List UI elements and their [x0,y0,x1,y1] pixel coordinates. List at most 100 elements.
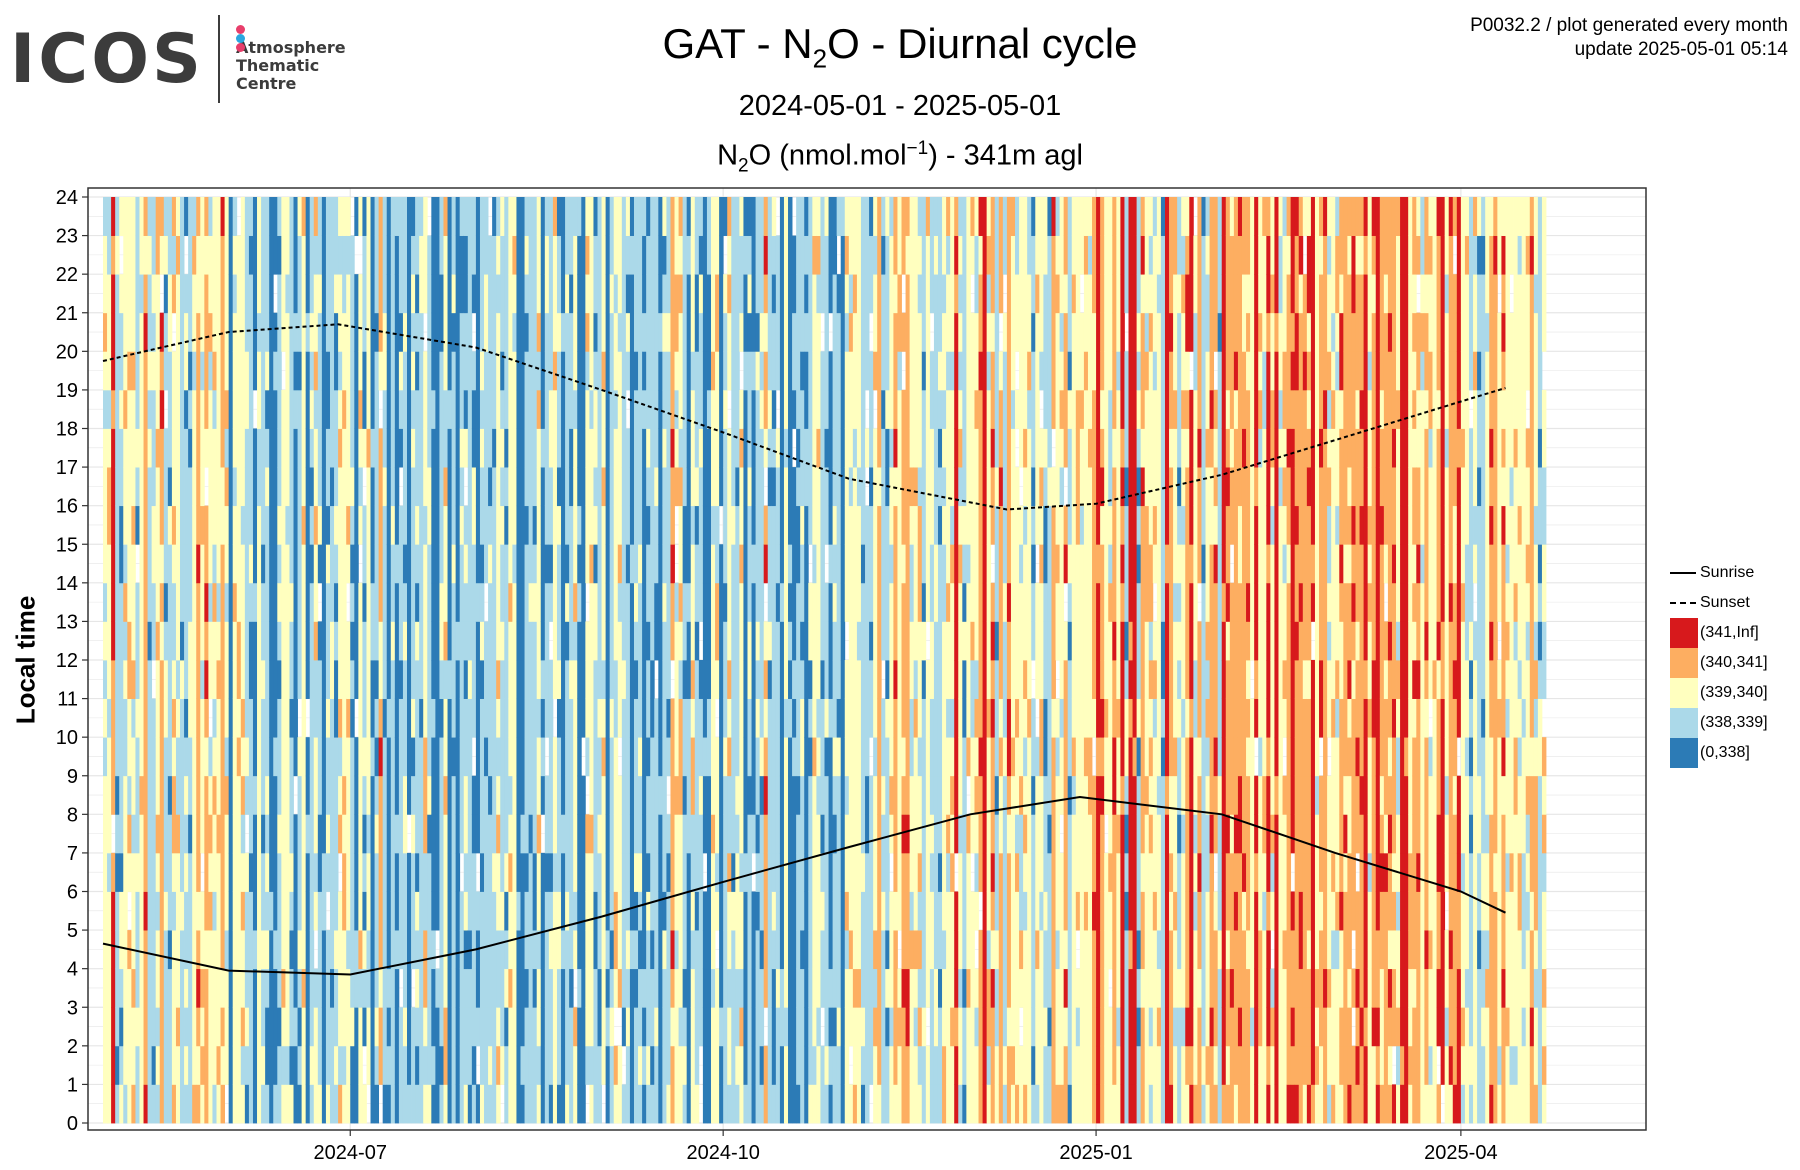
heatmap-cell [342,389,347,429]
heatmap-cell [431,1007,436,1047]
heatmap-cell [658,814,663,854]
heatmap-cell [386,235,392,275]
heatmap-cell [706,660,712,699]
heatmap-cell [451,428,457,468]
heatmap-cell [929,852,935,892]
heatmap-cell [532,968,538,1008]
heatmap-cell [613,351,619,391]
heatmap-cell [467,582,473,622]
heatmap-cell [678,428,684,468]
heatmap-cell [269,389,274,429]
heatmap-cell [682,852,688,892]
heatmap-cell [329,891,335,931]
heatmap-cell [135,775,140,815]
heatmap-cell [516,891,521,931]
heatmap-cell [621,312,627,352]
heatmap-cell [415,389,420,429]
heatmap-cell [820,891,825,931]
heatmap-cell [269,737,274,777]
heatmap-cell [281,389,286,429]
heatmap-cell [366,891,371,931]
heatmap-cell [200,968,205,1008]
heatmap-cell [520,312,525,352]
heatmap-cell [629,544,635,584]
heatmap-cell [220,582,226,622]
heatmap-cell [585,467,590,507]
heatmap-cell [423,351,428,391]
heatmap-cell [269,698,274,738]
heatmap-cell [694,428,700,468]
heatmap-cell [877,930,882,970]
heatmap-cell [402,312,408,352]
heatmap-cell [321,235,327,275]
heatmap-cell [544,235,550,275]
heatmap-cell [370,852,375,892]
heatmap-cell [257,775,262,815]
heatmap-cell [439,814,444,854]
heatmap-cell [561,852,566,892]
heatmap-cell [840,621,846,661]
heatmap-cell [865,1084,870,1124]
heatmap-cell [192,891,197,931]
heatmap-cell [240,351,246,391]
heatmap-cell [946,1007,951,1047]
heatmap-cell [569,814,574,854]
heatmap-cell [654,1084,659,1124]
heatmap-cell [496,389,501,429]
heatmap-cell [577,389,582,429]
heatmap-cell [796,621,801,661]
heatmap-cell [933,235,939,275]
heatmap-cell [796,1045,801,1085]
heatmap-cell [820,197,825,236]
heatmap-cell [731,274,736,314]
heatmap-cell [338,389,343,429]
heatmap-cell [727,621,732,661]
heatmap-cell [885,235,890,275]
heatmap-cell [662,621,667,661]
heatmap-cell [686,428,692,468]
heatmap-cell [370,235,375,275]
heatmap-cell [556,505,562,545]
heatmap-cell [317,505,323,545]
heatmap-cell [946,389,951,429]
heatmap-cell [443,968,448,1008]
heatmap-cell [500,698,505,738]
heatmap-cell [800,930,805,970]
heatmap-cell [925,582,931,622]
heatmap-cell [508,737,513,777]
heatmap-cell [548,1084,554,1124]
heatmap-cell [848,930,854,970]
heatmap-cell [788,197,793,236]
heatmap-cell [512,814,517,854]
heatmap-cell [455,737,461,777]
heatmap-cell [573,428,578,468]
heatmap-cell [617,467,623,507]
heatmap-cell [609,660,615,699]
heatmap-cell [329,1007,335,1047]
heatmap-cell [893,660,898,699]
heatmap-cell [540,621,546,661]
heatmap-cell [702,235,708,275]
heatmap-cell [131,544,136,584]
heatmap-cell [800,1045,805,1085]
heatmap-cell [451,505,457,545]
heatmap-cell [832,235,838,275]
heatmap-cell [447,274,452,314]
heatmap-cell [897,660,902,699]
heatmap-cell [597,968,602,1008]
heatmap-cell [711,968,716,1008]
heatmap-cell [435,235,440,275]
heatmap-cell [678,660,684,699]
heatmap-cell [929,930,935,970]
heatmap-cell [127,814,132,854]
heatmap-cell [325,775,331,815]
heatmap-cell [459,1084,465,1124]
heatmap-cell [658,197,663,236]
heatmap-cell [674,660,679,699]
heatmap-cell [309,312,315,352]
heatmap-cell [475,1007,481,1047]
heatmap-cell [111,930,116,970]
heatmap-cell [338,235,343,275]
heatmap-cell [159,968,165,1008]
heatmap-cell [727,1045,732,1085]
